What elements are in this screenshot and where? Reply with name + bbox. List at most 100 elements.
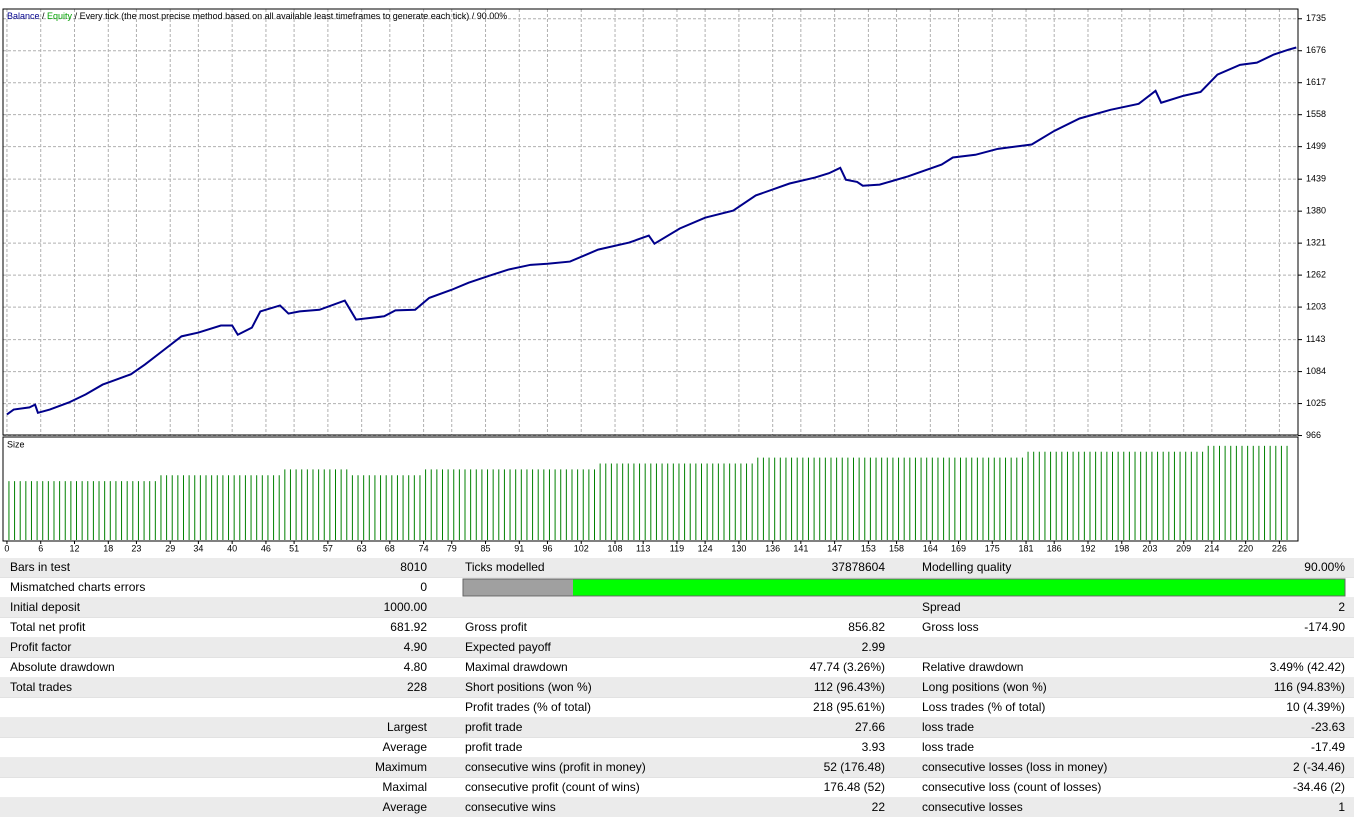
table-row-bg <box>0 698 1354 718</box>
table-cell: Spread <box>922 600 961 614</box>
table-cell: loss trade <box>922 740 974 754</box>
table-cell: Average <box>383 800 428 814</box>
table-row-bg <box>0 738 1354 758</box>
x-tick-label: 102 <box>574 543 589 553</box>
table-cell: -17.49 <box>1311 740 1345 754</box>
separator: / <box>40 11 48 21</box>
header-item: 90.00% <box>477 11 508 21</box>
table-row-bg <box>0 758 1354 778</box>
y-tick-label: 1262 <box>1306 269 1326 279</box>
table-row-bg <box>0 718 1354 738</box>
table-cell: 4.80 <box>404 660 428 674</box>
table-cell: Long positions (won %) <box>922 680 1047 694</box>
table-cell: 27.66 <box>855 720 885 734</box>
table-cell: 1000.00 <box>384 600 428 614</box>
table-cell: 2 (-34.46) <box>1293 760 1345 774</box>
chart-header: Balance / Equity / Every tick (the most … <box>7 11 507 21</box>
table-cell: 112 (96.43%) <box>814 680 885 694</box>
x-tick-label: 6 <box>38 543 43 553</box>
table-cell: -23.63 <box>1311 720 1345 734</box>
table-row-bg <box>0 558 1354 578</box>
x-tick-label: 203 <box>1142 543 1157 553</box>
x-tick-label: 119 <box>670 543 684 553</box>
x-tick-label: 220 <box>1238 543 1253 553</box>
size-plot-frame <box>2 436 1299 542</box>
table-cell: 218 (95.61%) <box>813 700 885 714</box>
x-tick-label: 124 <box>698 543 713 553</box>
y-tick-label: 1321 <box>1306 238 1326 248</box>
table-cell: 90.00% <box>1304 560 1345 574</box>
table-cell: 3.49% (42.42) <box>1270 660 1345 674</box>
table-backgrounds <box>0 558 1354 817</box>
y-tick-label: 966 <box>1306 430 1321 440</box>
quality-bar-green <box>573 579 1345 596</box>
table-row-bg <box>0 798 1354 817</box>
x-tick-label: 153 <box>861 543 876 553</box>
table-cell: Maximal drawdown <box>465 660 568 674</box>
table-cell: 2.99 <box>862 640 886 654</box>
x-tick-label: 51 <box>289 543 299 553</box>
x-tick-label: 29 <box>165 543 175 553</box>
x-tick-label: 214 <box>1204 543 1219 553</box>
table-cell: 22 <box>872 800 886 814</box>
table-cell: loss trade <box>922 720 974 734</box>
header-item: Balance <box>7 11 40 21</box>
table-cell: 52 (176.48) <box>824 760 885 774</box>
table-cell: Absolute drawdown <box>10 660 115 674</box>
main-plot-frame <box>2 8 1299 436</box>
table-row-bg <box>0 598 1354 618</box>
x-tick-label: 169 <box>951 543 966 553</box>
x-tick-label: 34 <box>193 543 203 553</box>
table-cell: -34.46 (2) <box>1293 780 1345 794</box>
x-tick-label: 141 <box>793 543 808 553</box>
table-cell: Ticks modelled <box>465 560 545 574</box>
x-tick-label: 63 <box>357 543 367 553</box>
x-tick-label: 0 <box>4 543 9 553</box>
table-cell: Profit trades (% of total) <box>465 700 591 714</box>
table-cell: Short positions (won %) <box>465 680 592 694</box>
table-cell: 1 <box>1338 800 1345 814</box>
y-tick-label: 1203 <box>1306 301 1326 311</box>
x-tick-label: 181 <box>1019 543 1034 553</box>
y-tick-label: 1735 <box>1306 13 1326 23</box>
table-cell: 3.93 <box>862 740 886 754</box>
separator: / <box>469 11 477 21</box>
table-row-bg <box>0 678 1354 698</box>
table-row-bg <box>0 618 1354 638</box>
y-tick-label: 1676 <box>1306 45 1326 55</box>
y-tick-label: 1499 <box>1306 141 1326 151</box>
table-cell: consecutive loss (count of losses) <box>922 780 1101 794</box>
y-tick-label: 1143 <box>1306 334 1325 344</box>
table-cell: 681.92 <box>390 620 427 634</box>
y-tick-label: 1558 <box>1306 109 1326 119</box>
x-tick-label: 113 <box>636 543 650 553</box>
table-cell: 10 (4.39%) <box>1286 700 1345 714</box>
quality-bar-frame <box>462 578 1346 597</box>
size-title: Size <box>7 439 25 449</box>
separator: / <box>72 11 80 21</box>
x-tick-label: 209 <box>1176 543 1191 553</box>
table-cell: Total net profit <box>10 620 86 634</box>
table-row-bg <box>0 658 1354 678</box>
header-item: Every tick (the most precise method base… <box>80 11 470 21</box>
table-cell: 2 <box>1338 600 1345 614</box>
table-cell: consecutive wins (profit in money) <box>465 760 646 774</box>
table-cell: 176.48 (52) <box>824 780 885 794</box>
table-cell: -174.90 <box>1304 620 1345 634</box>
y-tick-label: 1025 <box>1306 398 1326 408</box>
x-tick-label: 108 <box>608 543 623 553</box>
x-tick-label: 192 <box>1080 543 1095 553</box>
table-cell: Largest <box>387 720 428 734</box>
x-tick-label: 57 <box>323 543 333 553</box>
x-tick-label: 46 <box>261 543 271 553</box>
y-tick-label: 1439 <box>1306 174 1326 184</box>
table-cell: Gross profit <box>465 620 528 634</box>
table-cell: Loss trades (% of total) <box>922 700 1045 714</box>
table-cell: Gross loss <box>922 620 979 634</box>
x-tick-label: 186 <box>1047 543 1062 553</box>
x-tick-label: 74 <box>419 543 429 553</box>
table-row-bg <box>0 638 1354 658</box>
table-cell: Expected payoff <box>465 640 552 654</box>
x-tick-label: 158 <box>889 543 904 553</box>
